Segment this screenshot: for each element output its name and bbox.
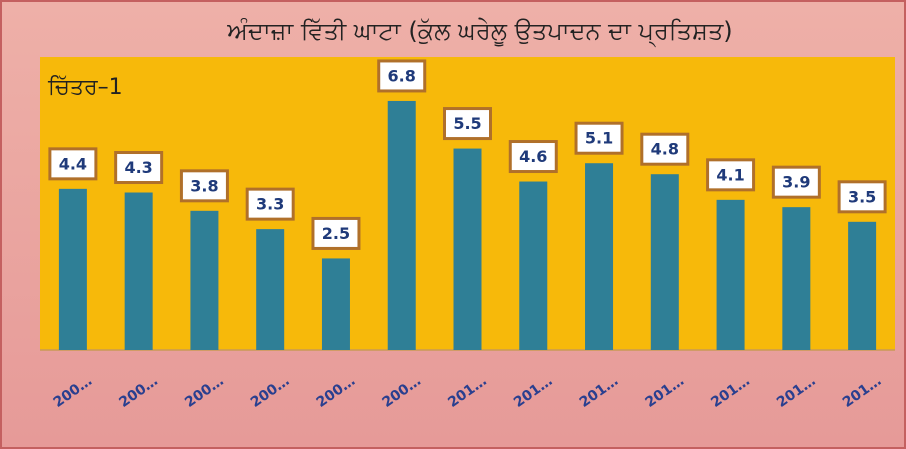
value-label-box	[443, 107, 492, 141]
value-label: 3.3	[256, 195, 284, 214]
value-label-box	[114, 151, 164, 185]
value-label: 4.4	[59, 154, 87, 173]
bar	[190, 210, 219, 350]
bar	[124, 192, 153, 350]
value-label: 2.5	[322, 224, 350, 243]
value-label: 5.1	[585, 129, 613, 148]
value-label-box	[245, 187, 295, 221]
bar	[256, 229, 285, 350]
value-label: 3.8	[190, 176, 218, 195]
value-label-box	[706, 158, 756, 192]
value-label-box	[377, 59, 427, 93]
value-label: 3.9	[782, 173, 810, 192]
bar	[585, 163, 614, 350]
value-label-box	[771, 165, 821, 199]
value-label-box	[508, 140, 558, 174]
bar	[782, 207, 811, 350]
bar	[453, 148, 482, 350]
bar	[650, 174, 679, 350]
bar	[387, 100, 416, 350]
value-label: 4.3	[124, 158, 152, 177]
value-label: 5.5	[453, 114, 481, 133]
bar	[58, 188, 87, 350]
value-label: 3.5	[848, 187, 876, 206]
figure-label: ਚਿੱਤਰ–1	[47, 75, 123, 100]
value-label-box	[179, 169, 229, 203]
value-label: 6.8	[388, 66, 416, 85]
value-label: 4.6	[519, 147, 547, 166]
bar	[321, 258, 350, 350]
value-label: 4.1	[716, 165, 744, 184]
value-label-box	[311, 216, 361, 250]
chart-title: ਅੰਦਾਜ਼ਾ ਵਿੱਤੀ ਘਾਟਾ (ਕੁੱਲ ਘਰੇਲੂ ਉਤਪਾਦਨ ਦਾ…	[226, 17, 732, 48]
bar	[848, 221, 877, 350]
bar	[519, 181, 548, 350]
value-label-box	[48, 147, 98, 181]
value-label-box	[640, 132, 690, 166]
value-label-box	[837, 180, 887, 214]
value-label: 4.8	[651, 140, 679, 159]
value-label-box	[574, 121, 624, 155]
bar	[716, 199, 745, 350]
